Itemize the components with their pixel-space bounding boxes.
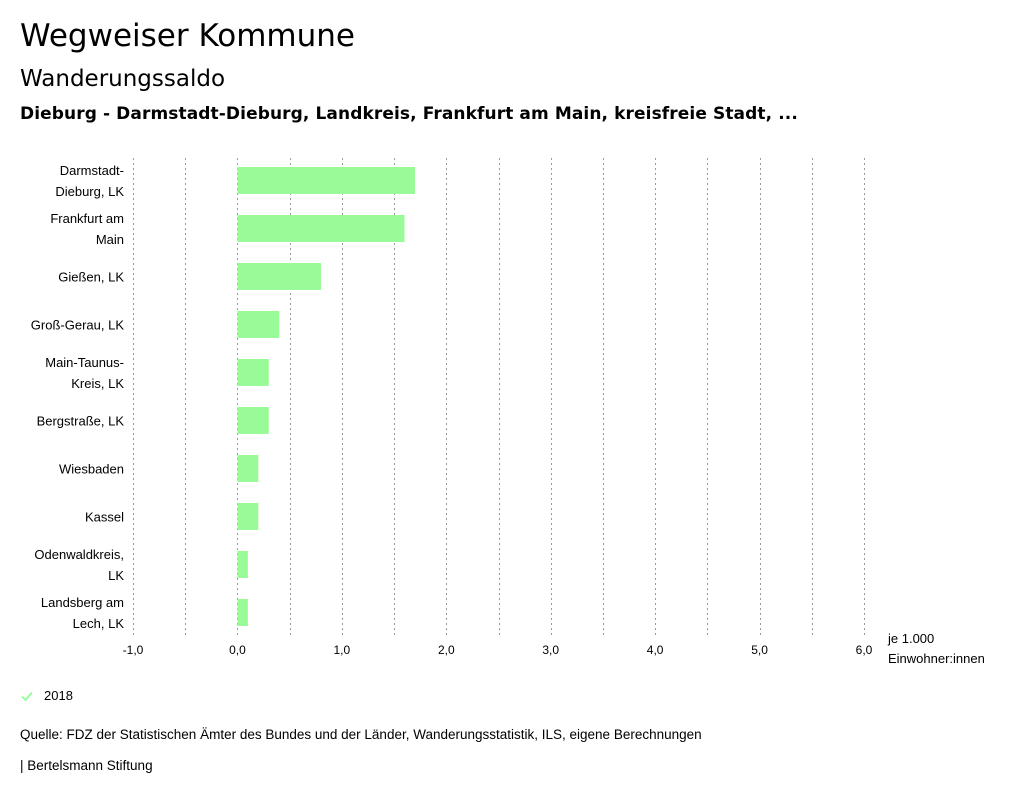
chart-subtitle: Wanderungssaldo <box>20 66 226 92</box>
region-label: Dieburg - Darmstadt-Dieburg, Landkreis, … <box>20 104 798 124</box>
bar <box>237 311 280 338</box>
legend[interactable]: 2018 <box>20 688 73 703</box>
category-label: Kreis, LK <box>71 376 124 391</box>
bar <box>237 263 321 290</box>
category-label: Odenwaldkreis, <box>34 547 124 562</box>
source-note: Quelle: FDZ der Statistischen Ämter des … <box>20 727 702 742</box>
x-tick-label: 6,0 <box>856 643 873 657</box>
bar <box>237 215 405 242</box>
category-label: Landsberg am <box>41 595 124 610</box>
category-label: Bergstraße, LK <box>37 414 125 429</box>
x-unit-label: Einwohner:innen <box>888 651 985 666</box>
x-tick-label: 5,0 <box>751 643 768 657</box>
x-tick-label: 2,0 <box>438 643 455 657</box>
category-label: Dieburg, LK <box>55 184 124 199</box>
category-label: Main-Taunus- <box>45 355 124 370</box>
bar <box>237 455 259 482</box>
category-label: LK <box>108 568 124 583</box>
category-label: Gießen, LK <box>58 270 124 285</box>
category-label: Groß-Gerau, LK <box>31 318 125 333</box>
bar <box>237 599 248 626</box>
page-title: Wegweiser Kommune <box>20 18 355 54</box>
bar <box>237 359 269 386</box>
category-label: Wiesbaden <box>59 462 124 477</box>
bar <box>237 551 248 578</box>
bar <box>237 407 269 434</box>
x-tick-label: 0,0 <box>229 643 246 657</box>
bar <box>237 167 415 194</box>
check-icon <box>21 691 33 701</box>
footer-credit: | Bertelsmann Stiftung <box>20 758 153 773</box>
x-tick-label: 3,0 <box>542 643 559 657</box>
category-label: Main <box>96 232 124 247</box>
category-label: Kassel <box>85 510 124 525</box>
x-tick-label: 4,0 <box>647 643 664 657</box>
x-unit-label: je 1.000 <box>887 631 934 646</box>
bar-chart: -1,0 0,0 1,0 2,0 3,0 4,0 5,0 6,0 je 1.000 Einwohn… <box>31 158 985 666</box>
category-label: Frankfurt am <box>50 211 124 226</box>
category-label: Darmstadt- <box>60 163 124 178</box>
bar <box>237 503 259 530</box>
x-tick-label: 1,0 <box>334 643 351 657</box>
category-label: Lech, LK <box>73 616 125 631</box>
legend-label: 2018 <box>44 688 73 703</box>
x-tick-label: -1,0 <box>123 643 144 657</box>
